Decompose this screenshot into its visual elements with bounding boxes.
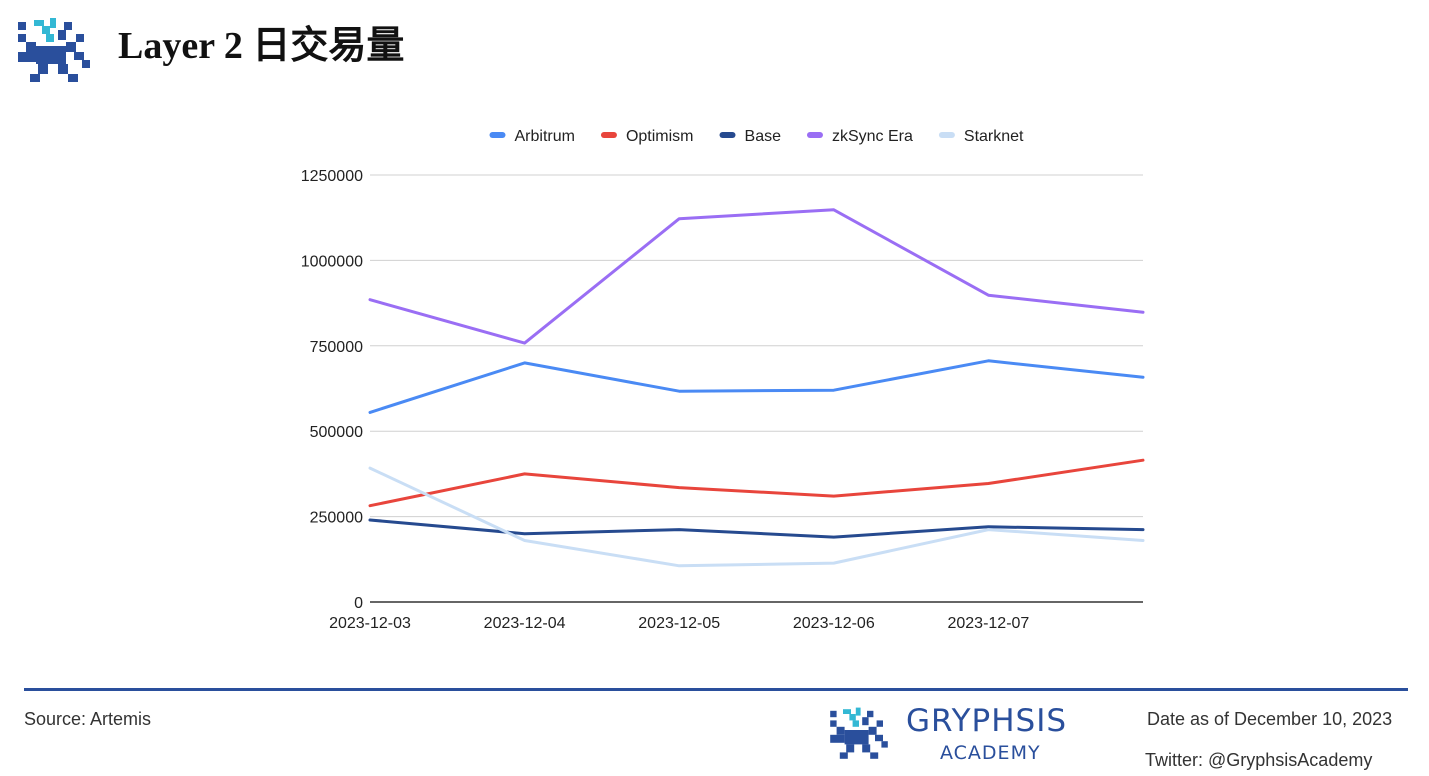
legend-label-arbitrum: Arbitrum bbox=[515, 128, 575, 145]
series-line-base bbox=[368, 518, 1145, 539]
y-tick-label: 1250000 bbox=[301, 168, 363, 185]
x-tick-label: 2023-12-05 bbox=[638, 615, 720, 632]
legend-swatch-zksync-era bbox=[806, 132, 823, 138]
series-line-arbitrum bbox=[368, 359, 1145, 414]
brand-subtitle: ACADEMY bbox=[940, 742, 1041, 764]
x-tick-label: 2023-12-06 bbox=[793, 615, 875, 632]
legend-swatch-optimism bbox=[600, 132, 617, 138]
legend-label-base: Base bbox=[745, 128, 782, 145]
x-tick-label: 2023-12-03 bbox=[329, 615, 411, 632]
x-tick-label: 2023-12-04 bbox=[484, 615, 566, 632]
legend-swatch-starknet bbox=[938, 132, 955, 138]
y-tick-label: 250000 bbox=[310, 510, 363, 527]
series-line-zksync-era bbox=[368, 208, 1145, 345]
footer-twitter-link[interactable]: Twitter: @GryphsisAcademy bbox=[1145, 750, 1373, 770]
gryphsis-logo-icon bbox=[18, 18, 90, 82]
y-tick-label: 750000 bbox=[310, 339, 363, 356]
y-tick-label: 500000 bbox=[310, 424, 363, 441]
y-tick-label: 0 bbox=[354, 595, 363, 612]
legend-swatch-base bbox=[719, 132, 736, 138]
footer-divider bbox=[24, 688, 1408, 691]
x-tick-label: 2023-12-07 bbox=[947, 615, 1029, 632]
footer-source: Source: Artemis bbox=[24, 709, 152, 729]
legend-label-starknet: Starknet bbox=[964, 128, 1024, 145]
series-line-starknet bbox=[368, 466, 1145, 568]
legend-label-optimism: Optimism bbox=[626, 128, 694, 145]
brand-name: GRYPHSIS bbox=[906, 703, 1068, 739]
footer-date: Date as of December 10, 2023 bbox=[1147, 709, 1393, 729]
y-tick-label: 1000000 bbox=[301, 253, 363, 270]
legend-label-zksync-era: zkSync Era bbox=[832, 128, 913, 145]
gryphsis-footer-logo-icon bbox=[830, 707, 888, 759]
legend-swatch-arbitrum bbox=[489, 132, 506, 138]
page-title: Layer 2 日交易量 bbox=[118, 25, 405, 67]
series-line-optimism bbox=[368, 458, 1145, 508]
